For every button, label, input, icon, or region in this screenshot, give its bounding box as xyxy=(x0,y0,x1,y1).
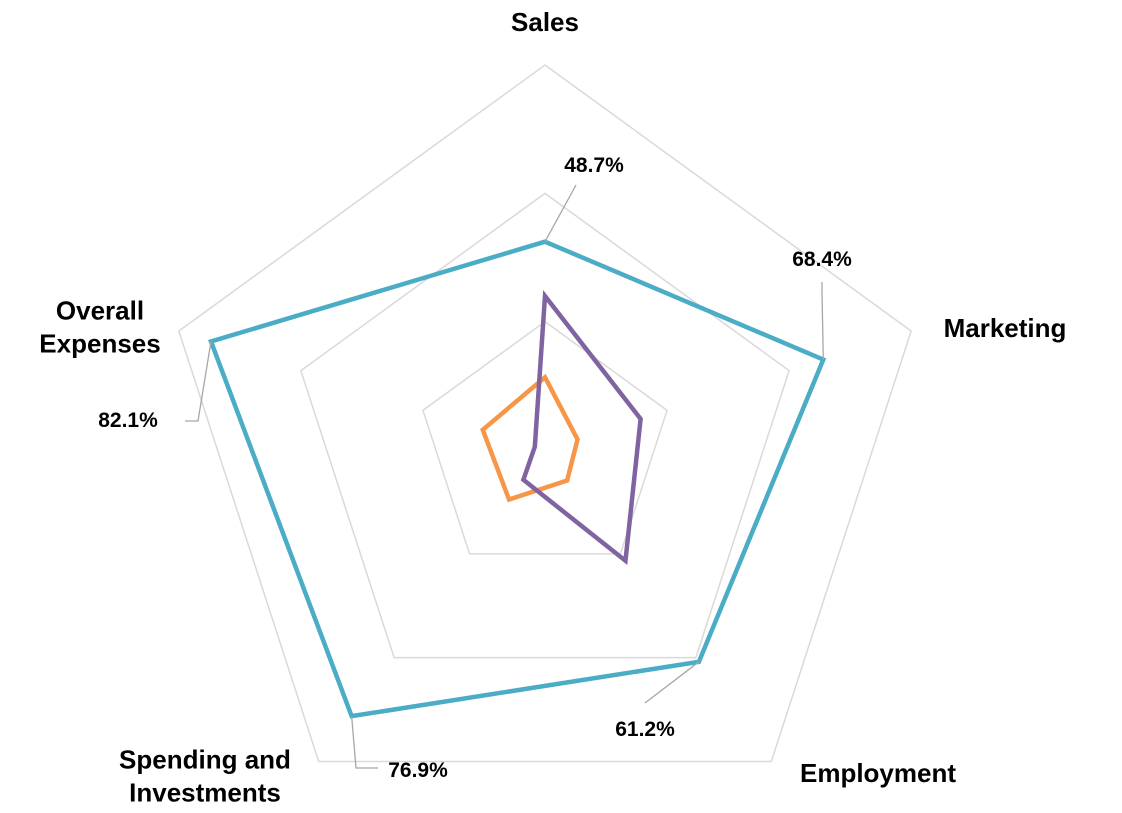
data-label: 48.7% xyxy=(564,153,624,179)
grid-ring xyxy=(301,193,789,657)
chart: Sales Marketing Employment Spending and Inv… xyxy=(0,0,1122,813)
category-label: Spending and Investments xyxy=(90,744,320,809)
category-label: Marketing xyxy=(944,312,1067,345)
leader-line xyxy=(352,716,378,768)
series-line xyxy=(523,296,640,561)
data-label: 68.4% xyxy=(792,247,852,273)
leader-line xyxy=(822,282,823,360)
radar-plot xyxy=(0,0,1122,813)
category-label: Overall Expenses xyxy=(15,295,185,360)
category-label: Sales xyxy=(511,6,579,39)
category-label: Employment xyxy=(800,757,956,790)
leader-line xyxy=(185,341,211,421)
data-label: 61.2% xyxy=(615,717,675,743)
data-label: 82.1% xyxy=(98,408,158,434)
data-label: 76.9% xyxy=(388,758,448,784)
series-line xyxy=(211,242,823,716)
series-line xyxy=(483,377,578,499)
